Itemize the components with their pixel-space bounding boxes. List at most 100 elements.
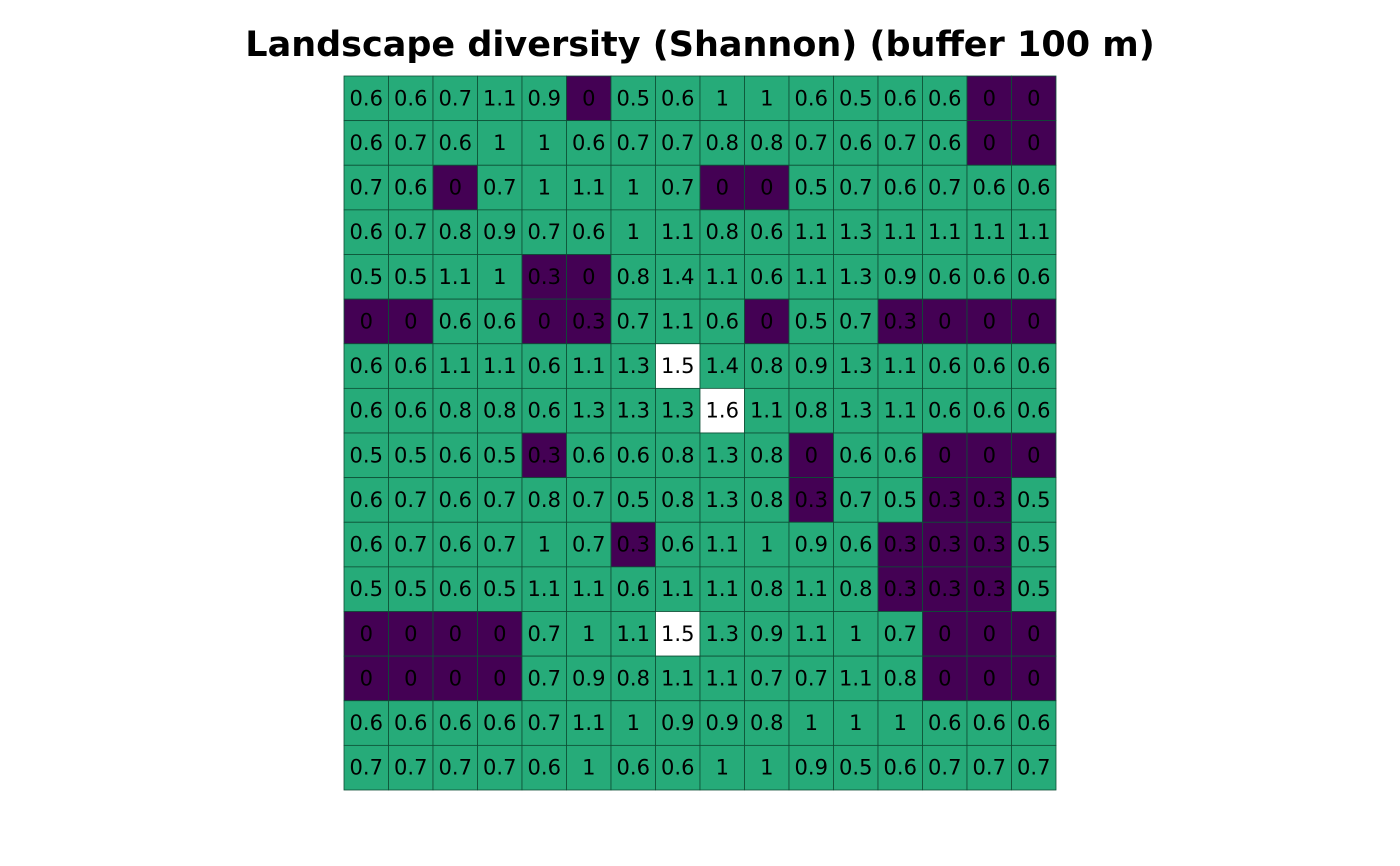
heatmap-cell-label: 0.7: [350, 176, 383, 200]
heatmap-cell: [744, 611, 790, 657]
heatmap-cell-label: 0: [760, 176, 773, 200]
heatmap-cell: [655, 432, 701, 479]
heatmap-cell: [877, 387, 923, 434]
heatmap-cell: [432, 254, 478, 300]
heatmap-cell-label: 1: [627, 220, 640, 244]
heatmap-cell-label: 1: [493, 265, 506, 289]
heatmap-cell: [1011, 700, 1057, 746]
heatmap-cell-label: 0.6: [350, 399, 383, 423]
heatmap-cell-label: 1: [805, 711, 818, 735]
heatmap-cell-label: 0: [1027, 622, 1040, 646]
heatmap-cell: [655, 75, 701, 122]
heatmap-cell: [388, 611, 434, 657]
heatmap-cell-label: 0.7: [839, 488, 872, 512]
heatmap-cell: [966, 700, 1012, 746]
heatmap-cell-label: 0: [983, 86, 996, 110]
heatmap-cell: [833, 209, 879, 255]
heatmap-cell-label: 1: [538, 131, 551, 155]
heatmap-cell-label: 0: [538, 309, 551, 333]
heatmap-cell: [655, 744, 701, 791]
heatmap-cell-label: 0.5: [839, 756, 872, 780]
heatmap-cell-label: 0: [404, 622, 417, 646]
heatmap-cell-label: 0.8: [750, 131, 783, 155]
heatmap-cell-label: 0.8: [661, 488, 694, 512]
heatmap-cell-label: 0.8: [439, 399, 472, 423]
heatmap-cell-label: 0.7: [1017, 756, 1050, 780]
heatmap-cell-label: 1.3: [839, 265, 872, 289]
heatmap-cell: [477, 254, 523, 300]
heatmap-cell: [655, 254, 701, 300]
heatmap-cell: [922, 700, 968, 746]
heatmap-cell-label: 0.7: [928, 756, 961, 780]
heatmap-cell-label: 0.8: [750, 577, 783, 601]
heatmap-cell: [966, 477, 1012, 523]
heatmap-cell: [610, 566, 656, 612]
heatmap-cell: [922, 120, 968, 166]
heatmap-cell-label: 0: [1027, 309, 1040, 333]
heatmap-cell-label: 0.6: [973, 399, 1006, 423]
heatmap-cell-label: 0.6: [394, 354, 427, 378]
heatmap-cell-label: 0.6: [795, 86, 828, 110]
heatmap-cell-label: 0.6: [884, 443, 917, 467]
heatmap-cell: [1011, 298, 1057, 345]
heatmap-cell-label: 0.5: [1017, 533, 1050, 557]
heatmap-cell: [699, 611, 745, 657]
heatmap-cell: [477, 477, 523, 523]
heatmap-cell-label: 1: [493, 131, 506, 155]
heatmap-cell-label: 0: [1027, 666, 1040, 690]
heatmap-cell-label: 0: [360, 309, 373, 333]
heatmap-cell-label: 0.8: [884, 666, 917, 690]
heatmap-cell-label: 0.7: [483, 533, 516, 557]
heatmap-cell-label: 0.6: [973, 265, 1006, 289]
heatmap-cell: [432, 75, 478, 122]
heatmap-cell-label: 1.1: [439, 354, 472, 378]
heatmap-cell-label: 0.6: [750, 265, 783, 289]
heatmap-cell-label: 0.7: [572, 533, 605, 557]
heatmap-cell: [655, 700, 701, 746]
heatmap-cell-label: 0.6: [973, 176, 1006, 200]
heatmap-cell-label: 0.6: [483, 309, 516, 333]
heatmap-cell-label: 0: [360, 666, 373, 690]
heatmap-cell: [477, 343, 523, 389]
heatmap-cell-label: 1: [627, 176, 640, 200]
heatmap-cell: [388, 700, 434, 746]
heatmap-cell-label: 0.6: [439, 577, 472, 601]
heatmap-cell-label: 0: [760, 309, 773, 333]
heatmap-cell: [655, 120, 701, 166]
heatmap-cell: [699, 298, 745, 345]
heatmap-cell-label: 0.5: [350, 443, 383, 467]
heatmap-cell-label: 1.6: [706, 399, 739, 423]
heatmap-cell: [432, 209, 478, 255]
heatmap-cell: [477, 655, 523, 702]
heatmap-cell-label: 1: [760, 533, 773, 557]
heatmap-cell-label: 1.1: [706, 265, 739, 289]
heatmap-cell: [833, 75, 879, 122]
heatmap-cell-label: 1.1: [795, 622, 828, 646]
heatmap-cell-label: 1.1: [884, 354, 917, 378]
heatmap-cell: [343, 209, 389, 255]
heatmap-cell-label: 0.6: [528, 354, 561, 378]
heatmap-cell-label: 0.6: [839, 443, 872, 467]
heatmap-cell: [922, 164, 968, 211]
heatmap-cell-label: 0.3: [884, 577, 917, 601]
heatmap-cell-label: 0.7: [973, 756, 1006, 780]
heatmap-cell-label: 0.6: [661, 533, 694, 557]
heatmap-cell-label: 0.5: [394, 577, 427, 601]
heatmap-cell: [343, 254, 389, 300]
heatmap-cell: [655, 209, 701, 255]
heatmap-cell-label: 1: [760, 86, 773, 110]
heatmap-cell: [788, 387, 834, 434]
heatmap-cell-label: 1: [582, 756, 595, 780]
heatmap-cell: [788, 209, 834, 255]
heatmap-cell-label: 0: [582, 265, 595, 289]
heatmap-cell-label: 0: [449, 622, 462, 646]
heatmap-cell: [788, 343, 834, 389]
heatmap-cell: [744, 477, 790, 523]
heatmap-cell: [922, 387, 968, 434]
heatmap-cell-label: 0.8: [483, 399, 516, 423]
heatmap-cell-label: 0: [805, 443, 818, 467]
heatmap-cell: [610, 387, 656, 434]
heatmap-cell: [610, 209, 656, 255]
heatmap-cell-label: 0.9: [572, 666, 605, 690]
heatmap-cell: [477, 387, 523, 434]
